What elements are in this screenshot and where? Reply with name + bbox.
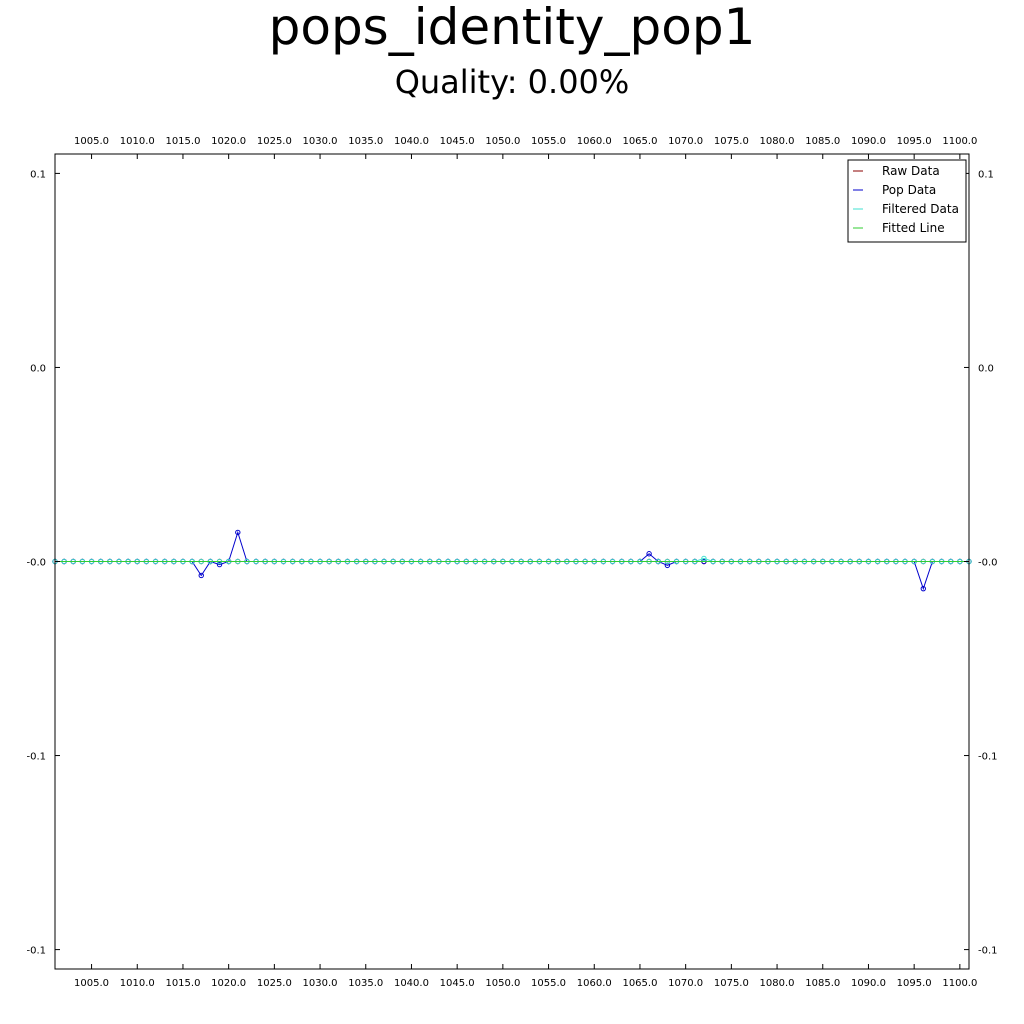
- x-tick-label-bottom: 1020.0: [211, 978, 246, 989]
- x-tick-label-top: 1010.0: [120, 136, 155, 147]
- x-tick-label-top: 1080.0: [760, 136, 795, 147]
- x-tick-label-top: 1060.0: [577, 136, 612, 147]
- x-tick-label-bottom: 1045.0: [440, 978, 475, 989]
- chart-subtitle: Quality: 0.00%: [394, 63, 630, 101]
- x-tick-label-bottom: 1005.0: [74, 978, 109, 989]
- series-layer: [52, 529, 972, 592]
- x-tick-label-top: 1055.0: [531, 136, 566, 147]
- chart-title: pops_identity_pop1: [268, 0, 756, 56]
- x-tick-label-top: 1050.0: [485, 136, 520, 147]
- x-tick-label-bottom: 1095.0: [897, 978, 932, 989]
- y-tick-label-left: -0.1: [26, 946, 46, 957]
- x-tick-label-top: 1100.0: [942, 136, 977, 147]
- series-filtered-data: [52, 555, 972, 565]
- legend-label: Raw Data: [882, 164, 940, 178]
- x-tick-label-bottom: 1015.0: [165, 978, 200, 989]
- pop-data-line: [55, 530, 969, 591]
- legend-label: Fitted Line: [882, 221, 945, 235]
- x-tick-label-top: 1005.0: [74, 136, 109, 147]
- x-tick-label-bottom: 1050.0: [485, 978, 520, 989]
- y-tick-label-left: -0.1: [26, 752, 46, 763]
- legend-label: Filtered Data: [882, 202, 959, 216]
- x-tick-label-top: 1095.0: [897, 136, 932, 147]
- x-tick-label-top: 1015.0: [165, 136, 200, 147]
- filtered-data-point: [701, 555, 707, 562]
- y-tick-label-right: -0.0: [978, 558, 998, 569]
- x-tick-label-bottom: 1025.0: [257, 978, 292, 989]
- x-tick-label-bottom: 1060.0: [577, 978, 612, 989]
- x-tick-label-bottom: 1075.0: [714, 978, 749, 989]
- pop-data-point: [235, 529, 241, 536]
- y-tick-label-left: 0.1: [30, 169, 46, 180]
- x-tick-label-bottom: 1040.0: [394, 978, 429, 989]
- x-tick-label-top: 1075.0: [714, 136, 749, 147]
- pop-data-point: [198, 572, 204, 579]
- x-tick-label-top: 1065.0: [622, 136, 657, 147]
- x-tick-label-top: 1020.0: [211, 136, 246, 147]
- x-tick-label-bottom: 1035.0: [348, 978, 383, 989]
- x-tick-label-bottom: 1065.0: [622, 978, 657, 989]
- y-tick-label-right: -0.1: [978, 752, 998, 763]
- legend: Raw Data Pop Data Filtered Data Fitted Line: [847, 159, 967, 243]
- x-tick-label-top: 1025.0: [257, 136, 292, 147]
- pop-data-point: [920, 585, 926, 592]
- y-tick-label-right: 0.0: [978, 363, 994, 374]
- pop-data-point: [664, 562, 671, 569]
- legend-label: Pop Data: [882, 183, 936, 197]
- x-tick-label-bottom: 1090.0: [851, 978, 886, 989]
- x-tick-label-top: 1030.0: [303, 136, 338, 147]
- ticks-layer: 1005.0 1005.0 1010.0 1010.0 1015.0 1015.0 1020…: [26, 136, 997, 989]
- x-tick-label-bottom: 1085.0: [805, 978, 840, 989]
- x-tick-label-top: 1045.0: [440, 136, 475, 147]
- x-tick-label-top: 1090.0: [851, 136, 886, 147]
- pop-data-point: [646, 551, 652, 557]
- x-tick-label-top: 1070.0: [668, 136, 703, 147]
- x-tick-label-bottom: 1080.0: [760, 978, 795, 989]
- x-tick-label-bottom: 1030.0: [303, 978, 338, 989]
- pop-data-point: [216, 561, 223, 568]
- x-tick-label-bottom: 1055.0: [531, 978, 566, 989]
- legend-box: [847, 159, 967, 243]
- x-tick-label-bottom: 1100.0: [942, 978, 977, 989]
- x-tick-label-bottom: 1010.0: [120, 978, 155, 989]
- x-tick-label-bottom: 1070.0: [668, 978, 703, 989]
- x-tick-label-top: 1085.0: [805, 136, 840, 147]
- y-tick-label-left: 0.0: [30, 363, 46, 374]
- y-tick-label-left: -0.0: [26, 558, 46, 569]
- x-tick-label-top: 1035.0: [348, 136, 383, 147]
- y-tick-label-right: 0.1: [978, 169, 994, 180]
- y-tick-label-right: -0.1: [978, 946, 998, 957]
- x-tick-label-top: 1040.0: [394, 136, 429, 147]
